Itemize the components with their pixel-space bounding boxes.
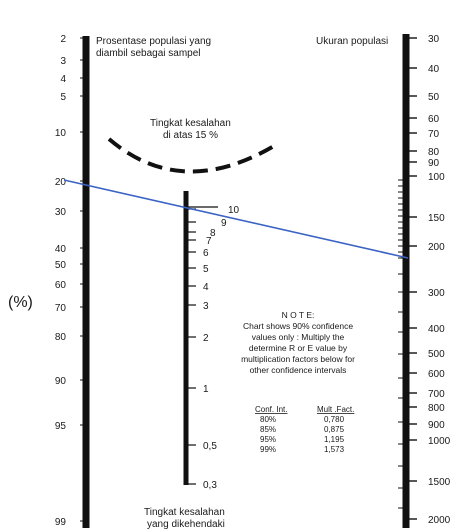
right-scale-tick-label: 50	[428, 92, 440, 103]
middle-scale-top-title-line2: di atas 15 %	[163, 130, 218, 141]
middle-scale-tick-label: 0,5	[203, 441, 217, 452]
note-line: values only : Multiply the	[252, 332, 345, 342]
right-scale-tick-label: 70	[428, 129, 440, 140]
left-scale-tick-label: 99	[55, 517, 67, 528]
note: N O T E: Chart shows 90% confidence valu…	[241, 310, 355, 375]
middle-scale-tick-label: 2	[203, 333, 209, 344]
middle-scale-bottom-title-line1: Tingkat kesalahan	[144, 507, 225, 518]
left-scale: Prosentase populasi yang diambil sebagai…	[8, 34, 211, 528]
right-scale-tick-label: 1500	[428, 477, 451, 488]
conf-int-value: 99%	[260, 445, 276, 454]
middle-scale-tick-label: 10	[228, 205, 240, 216]
conf-int-header: Conf. Int.	[255, 405, 287, 414]
confidence-table: Conf. Int. Mult .Fact. 80% 0,780 85% 0,8…	[255, 405, 354, 454]
note-heading: N O T E:	[282, 310, 315, 320]
left-scale-tick-label: 80	[55, 332, 67, 343]
right-scale-tick-label: 30	[428, 34, 440, 45]
conf-int-value: 85%	[260, 425, 276, 434]
middle-scale-tick-label: 8	[210, 228, 216, 239]
left-scale-unit-label: (%)	[8, 294, 33, 311]
left-scale-tick-label: 90	[55, 376, 67, 387]
middle-scale-tick-label: 7	[206, 236, 212, 247]
mult-fact-value: 1,195	[324, 435, 345, 444]
mult-fact-header: Mult .Fact.	[317, 405, 354, 414]
right-scale-tick-label: 700	[428, 389, 445, 400]
right-scale-tick-label: 40	[428, 64, 440, 75]
middle-scale-tick-label: 5	[203, 264, 209, 275]
conf-int-value: 80%	[260, 415, 276, 424]
left-scale-tick-label: 95	[55, 421, 67, 432]
left-scale-tick-label: 40	[55, 244, 67, 255]
middle-scale-tick-label: 1	[203, 384, 209, 395]
note-line: other confidence intervals	[250, 365, 347, 375]
middle-scale-top-title-line1: Tingkat kesalahan	[150, 118, 231, 129]
mult-fact-value: 0,875	[324, 425, 345, 434]
left-scale-tick-label: 50	[55, 260, 67, 271]
left-scale-title-line1: Prosentase populasi yang	[96, 36, 211, 47]
left-scale-tick-label: 2	[60, 34, 66, 45]
note-line: multiplication factors below for	[241, 354, 355, 364]
right-scale-tick-label: 500	[428, 349, 445, 360]
middle-scale-tick-label: 3	[203, 301, 209, 312]
left-scale-ticks: 2 3 4 5 10 20 30 40 50 60 70 80 90 95 99	[55, 34, 86, 528]
left-scale-tick-label: 3	[60, 56, 66, 67]
reading-line	[63, 179, 409, 259]
mult-fact-value: 0,780	[324, 415, 345, 424]
right-scale-tick-label: 200	[428, 242, 445, 253]
right-scale-tick-label: 1000	[428, 436, 451, 447]
middle-scale-tick-label: 0,3	[203, 480, 217, 491]
left-scale-tick-label: 4	[60, 74, 66, 85]
right-scale-tick-label: 600	[428, 369, 445, 380]
right-scale-tick-label: 300	[428, 288, 445, 299]
left-scale-tick-label: 5	[60, 92, 66, 103]
left-scale-tick-label: 20	[55, 177, 67, 188]
right-scale-tick-label: 800	[428, 403, 445, 414]
right-scale-tick-label: 100	[428, 172, 445, 183]
left-scale-tick-label: 30	[55, 207, 67, 218]
left-scale-tick-label: 10	[55, 128, 67, 139]
left-scale-tick-label: 70	[55, 303, 67, 314]
left-scale-tick-label: 60	[55, 280, 67, 291]
right-scale-tick-label: 2000	[428, 515, 451, 526]
middle-scale-tick-label: 9	[221, 218, 227, 229]
right-scale-tick-label: 80	[428, 147, 440, 158]
middle-scale-bottom-title-line2: yang dikehendaki	[147, 519, 225, 530]
right-scale-tick-label: 900	[428, 420, 445, 431]
middle-scale-tick-label: 6	[203, 248, 209, 259]
note-line: Chart shows 90% confidence	[243, 321, 353, 331]
right-scale-tick-label: 90	[428, 158, 440, 169]
mult-fact-value: 1,573	[324, 445, 345, 454]
right-scale-tick-label: 400	[428, 324, 445, 335]
right-scale: Ukuran populasi 304050607080901001502003…	[316, 34, 451, 528]
conf-int-value: 95%	[260, 435, 276, 444]
right-scale-tick-label: 60	[428, 114, 440, 125]
middle-scale-upper-arc	[107, 137, 281, 174]
left-scale-title-line2: diambil sebagai sampel	[96, 48, 201, 59]
right-scale-tick-label: 150	[428, 213, 445, 224]
note-line: determine R or E value by	[249, 343, 348, 353]
right-scale-minor-ticks	[398, 179, 406, 509]
right-scale-title: Ukuran populasi	[316, 36, 388, 47]
middle-scale-tick-label: 4	[203, 282, 209, 293]
